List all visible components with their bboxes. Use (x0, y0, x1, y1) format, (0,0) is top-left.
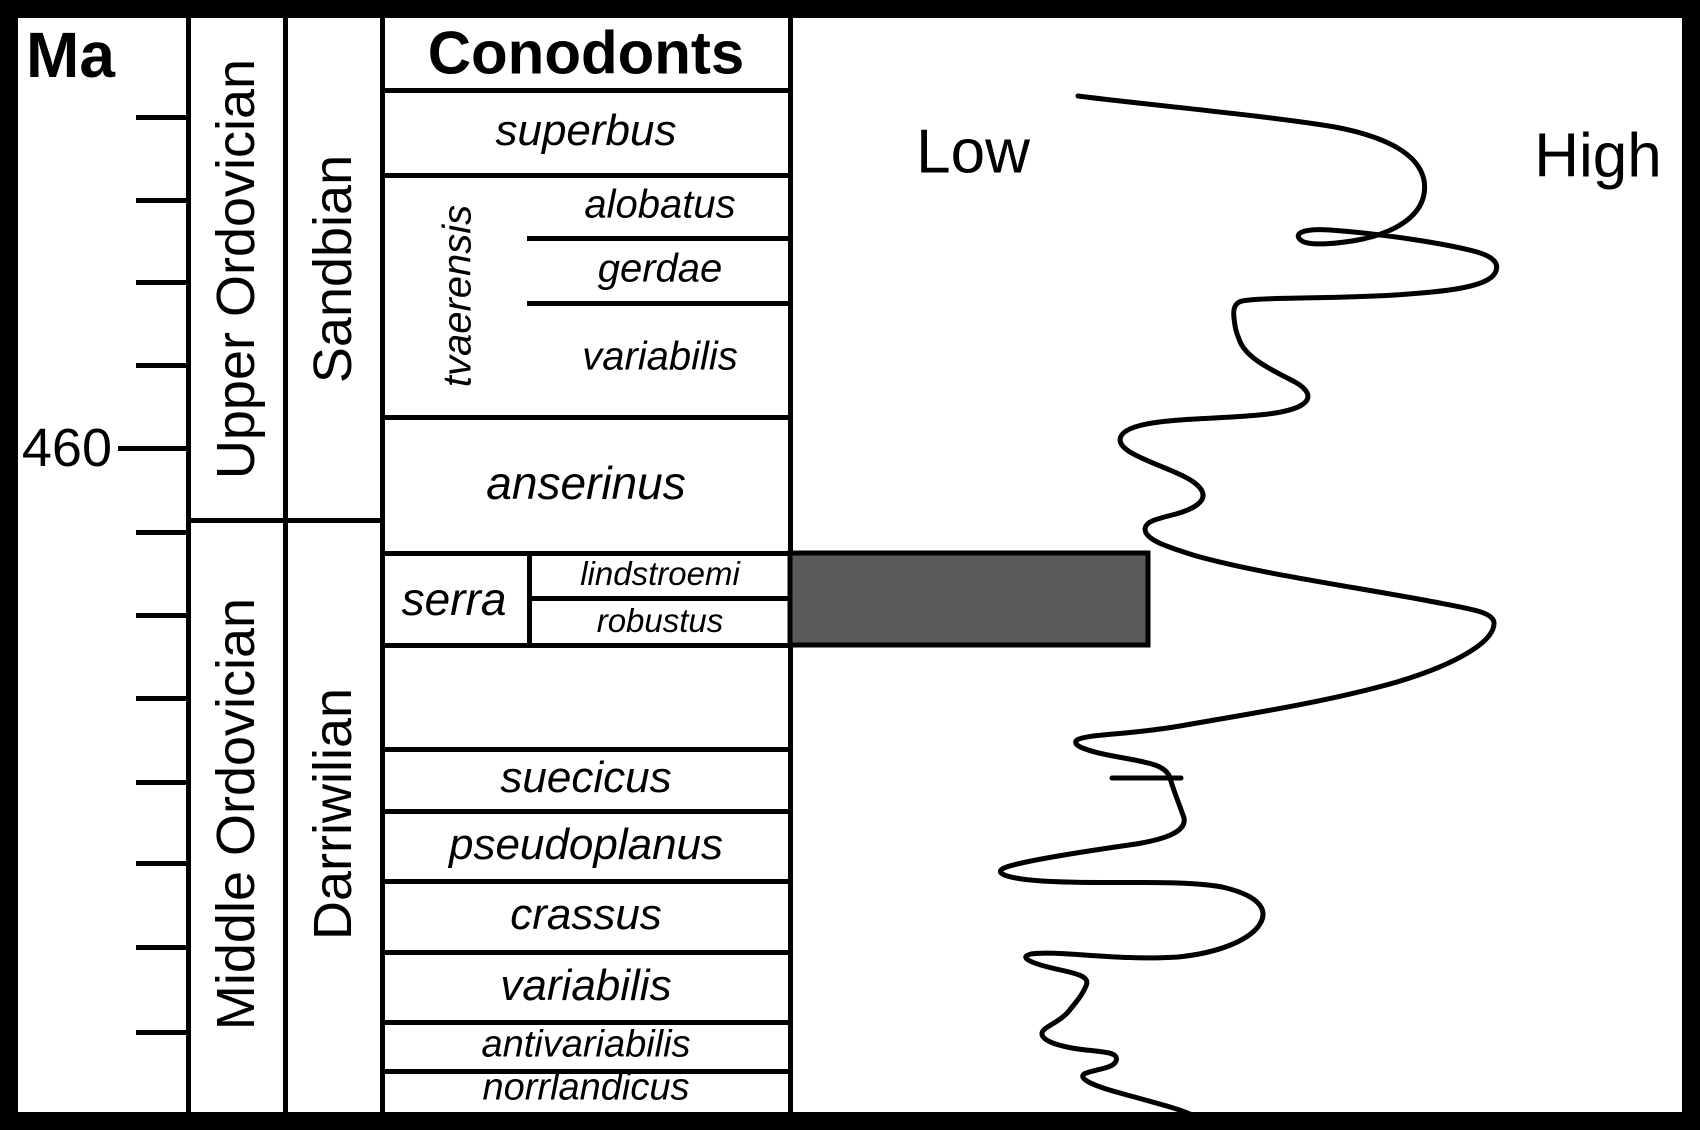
zone-label-suecicus: suecicus (500, 753, 672, 802)
subzone-line-lindstroemi-bottom (527, 596, 792, 601)
zone-label-crassus: crassus (510, 890, 662, 939)
ma-major-tick-label: 460 (21, 418, 112, 478)
subzone-label-robustus: robustus (596, 602, 724, 639)
subzone-line-alobatus-bottom (527, 236, 792, 241)
sea-level-curve (997, 93, 1500, 1117)
zone-line-superbus-bottom (380, 173, 792, 178)
conodonts-header: Conodonts (427, 19, 745, 87)
ma-major-tick (118, 446, 191, 451)
ma-tick (136, 1030, 191, 1035)
ma-tick (136, 530, 191, 535)
ma-tick (136, 861, 191, 866)
zone-line-tvaerensis-bottom (380, 415, 792, 420)
serra-subzone-divider (527, 553, 532, 645)
curve-high-label: High (1534, 121, 1662, 191)
zone-line-pseudoplanus-bottom (380, 879, 792, 884)
highlight-bar (787, 550, 1151, 648)
zone-line-serra-bottom (380, 643, 792, 648)
zone-line-crassus-bottom (380, 950, 792, 955)
subzone-line-gerdae-bottom (527, 301, 792, 306)
ma-tick (136, 280, 191, 285)
subzone-label-variabilis-upper: variabilis (582, 334, 738, 379)
subzone-label-lindstroemi: lindstroemi (580, 555, 740, 592)
ma-tick (136, 198, 191, 203)
zone-label-norrlandicus: norrlandicus (482, 1066, 690, 1109)
zone-line-anserinus-bottom (380, 551, 792, 556)
divider-epoch-stage (283, 18, 288, 1112)
ma-tick (136, 613, 191, 618)
zone-label-anserinus: anserinus (486, 457, 686, 509)
ma-tick (136, 115, 191, 120)
zone-label-pseudoplanus: pseudoplanus (448, 820, 724, 869)
epoch-stage-boundary-line (186, 518, 385, 523)
subzone-label-alobatus: alobatus (584, 182, 736, 227)
zone-line-suecicus-bottom (380, 809, 792, 814)
zone-line-variabilis-bottom (380, 1020, 792, 1025)
ma-tick (136, 696, 191, 701)
conodonts-header-underline (380, 88, 792, 93)
zone-label-antivariabilis: antivariabilis (481, 1023, 691, 1066)
zone-label-variabilis-lower: variabilis (500, 961, 672, 1010)
ma-tick (136, 780, 191, 785)
zone-line-antivariabilis-bottom (380, 1069, 792, 1074)
zone-label-superbus: superbus (495, 106, 677, 155)
ma-axis-label: Ma (26, 19, 115, 91)
zone-label-serra: serra (401, 573, 507, 625)
divider-stage-conodonts (380, 18, 385, 1112)
ma-tick (136, 363, 191, 368)
ma-tick (136, 945, 191, 950)
curve-low-label: Low (916, 117, 1030, 187)
subzone-label-gerdae: gerdae (597, 246, 723, 291)
divider-ma-epoch (186, 18, 191, 1112)
zone-line-unlabeled-bottom (380, 747, 792, 752)
